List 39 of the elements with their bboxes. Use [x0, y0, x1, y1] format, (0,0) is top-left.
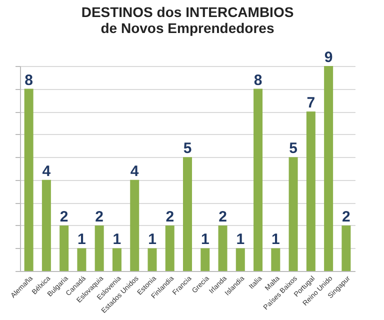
data-label: 4	[42, 162, 52, 180]
data-label: 2	[166, 208, 174, 226]
data-label: 8	[24, 72, 33, 89]
data-label: 1	[200, 231, 210, 248]
data-label: 1	[236, 231, 245, 248]
bar	[112, 248, 122, 271]
bar	[271, 248, 280, 271]
chart-title: DESTINOS dos INTERCAMBIOS de Novos Emprendedores	[81, 4, 294, 36]
bar	[236, 248, 245, 271]
data-label: 1	[148, 231, 156, 248]
data-label: 8	[254, 72, 262, 89]
data-label: 5	[289, 140, 298, 158]
bar	[288, 157, 298, 271]
data-label: 1	[112, 231, 122, 248]
data-label: 2	[218, 208, 227, 226]
bar	[165, 225, 174, 271]
bar	[342, 225, 351, 271]
bar	[254, 88, 263, 271]
bar	[60, 225, 69, 271]
data-label: 2	[95, 208, 104, 226]
data-label: 4	[130, 162, 140, 180]
bar	[24, 88, 34, 271]
data-label: 1	[78, 231, 86, 248]
bar	[306, 112, 316, 271]
data-label: 9	[324, 49, 333, 66]
data-label: 2	[60, 208, 68, 226]
data-label: 1	[271, 231, 280, 248]
bar	[77, 248, 86, 271]
bar	[324, 66, 334, 271]
bar	[94, 225, 104, 271]
data-label: 5	[183, 140, 192, 158]
data-label: 2	[342, 208, 350, 226]
bar	[200, 248, 210, 271]
bar	[218, 225, 228, 271]
bar	[130, 180, 140, 271]
bar	[183, 157, 192, 271]
data-label: 7	[306, 94, 316, 112]
bar	[42, 180, 51, 271]
bar	[148, 248, 157, 271]
